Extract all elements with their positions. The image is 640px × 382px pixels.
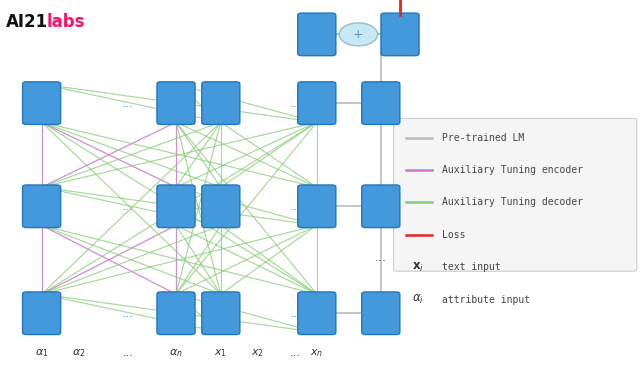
FancyBboxPatch shape	[22, 292, 61, 335]
FancyBboxPatch shape	[202, 82, 240, 125]
Text: labs: labs	[47, 13, 85, 31]
FancyBboxPatch shape	[362, 185, 400, 228]
Text: Auxiliary Tuning decoder: Auxiliary Tuning decoder	[442, 197, 582, 207]
FancyBboxPatch shape	[298, 82, 336, 125]
Text: ...: ...	[290, 200, 301, 213]
Text: ...: ...	[290, 307, 301, 320]
FancyBboxPatch shape	[157, 292, 195, 335]
FancyBboxPatch shape	[381, 13, 419, 56]
Text: $x_2$: $x_2$	[252, 348, 264, 359]
Text: $x_1$: $x_1$	[214, 348, 227, 359]
Text: Auxiliary Tuning encoder: Auxiliary Tuning encoder	[442, 165, 582, 175]
Text: $\mathbf{x}_i$: $\mathbf{x}_i$	[412, 261, 424, 274]
FancyBboxPatch shape	[298, 185, 336, 228]
Text: ...: ...	[122, 97, 134, 110]
Text: AI21: AI21	[6, 13, 49, 31]
FancyBboxPatch shape	[298, 292, 336, 335]
Text: ...: ...	[122, 307, 134, 320]
Text: ...: ...	[122, 200, 134, 213]
Text: Loss: Loss	[442, 230, 465, 240]
FancyBboxPatch shape	[362, 292, 400, 335]
FancyBboxPatch shape	[202, 185, 240, 228]
Text: ...: ...	[375, 251, 387, 264]
Circle shape	[339, 23, 378, 46]
Text: Pre-trained LM: Pre-trained LM	[442, 133, 524, 142]
Text: ...: ...	[290, 97, 301, 110]
Text: $\alpha_2$: $\alpha_2$	[72, 348, 86, 359]
FancyBboxPatch shape	[22, 185, 61, 228]
Text: $\alpha_n$: $\alpha_n$	[169, 348, 183, 359]
Text: text input: text input	[442, 262, 500, 272]
Text: $\alpha_1$: $\alpha_1$	[35, 348, 49, 359]
FancyBboxPatch shape	[394, 118, 637, 271]
FancyBboxPatch shape	[362, 82, 400, 125]
FancyBboxPatch shape	[157, 82, 195, 125]
Text: +: +	[353, 28, 364, 41]
FancyBboxPatch shape	[22, 82, 61, 125]
Text: attribute input: attribute input	[442, 295, 530, 305]
FancyBboxPatch shape	[202, 292, 240, 335]
Text: $\alpha_i$: $\alpha_i$	[412, 293, 424, 306]
Text: ...: ...	[291, 348, 301, 358]
FancyBboxPatch shape	[298, 13, 336, 56]
FancyBboxPatch shape	[157, 185, 195, 228]
Text: $x_n$: $x_n$	[310, 348, 323, 359]
Text: ...: ...	[123, 348, 133, 358]
